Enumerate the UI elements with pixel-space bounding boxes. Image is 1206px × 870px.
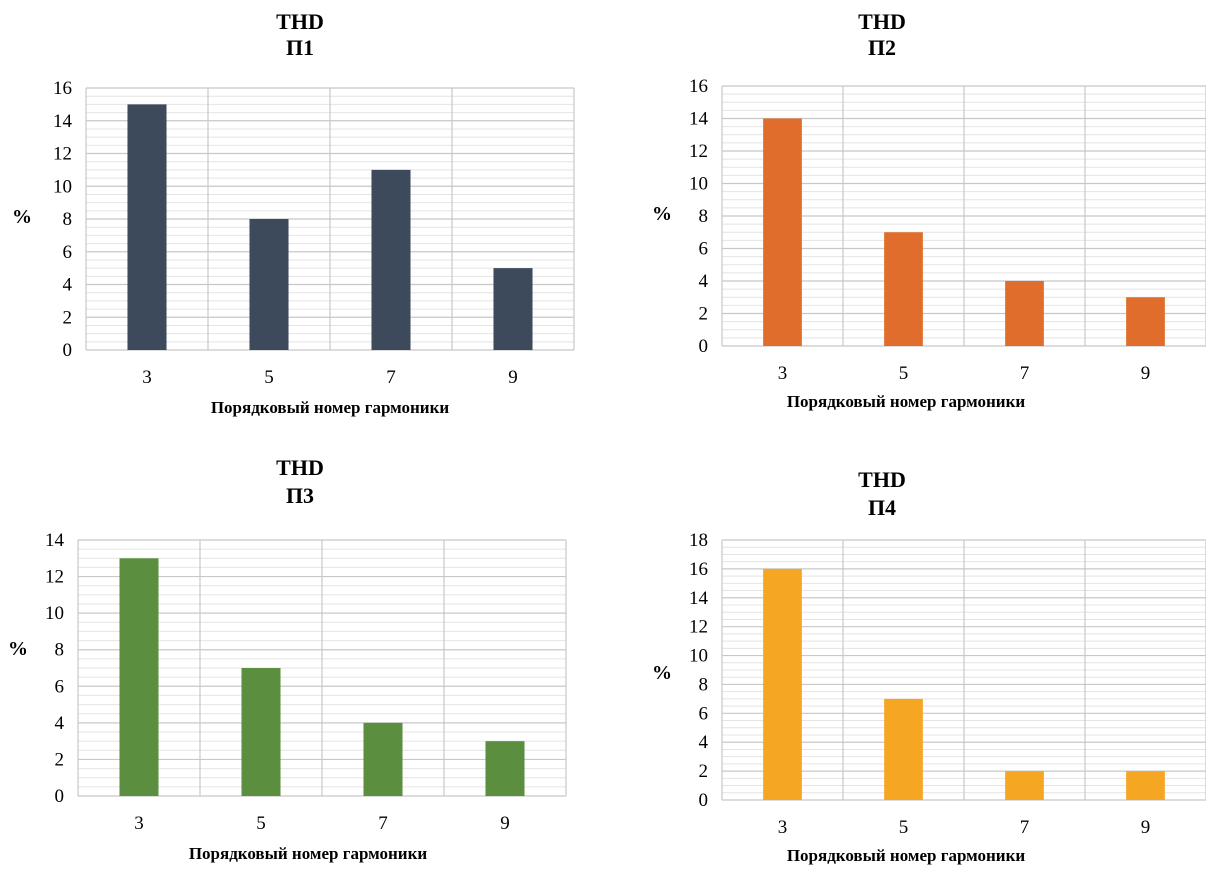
chart-panel-p4: THD П4 % 0 2 4 6 8 10 12 14 16 18 3 5 7 9 Порядковый … xyxy=(606,440,1206,870)
bar xyxy=(485,741,525,796)
y-tick-label: 14 xyxy=(689,588,709,609)
chart-subtitle: П4 xyxy=(867,495,897,520)
y-axis-label: % xyxy=(12,206,32,228)
y-tick-label: 12 xyxy=(689,617,708,638)
bar xyxy=(884,232,923,346)
x-tick-label: 3 xyxy=(142,367,152,388)
bar xyxy=(763,568,802,800)
bar xyxy=(371,169,411,350)
y-tick-label: 2 xyxy=(699,761,709,782)
bar xyxy=(1126,297,1165,346)
x-tick-label: 7 xyxy=(1020,817,1030,838)
y-tick-label: 6 xyxy=(699,239,709,260)
bar xyxy=(127,104,167,350)
y-tick-label: 6 xyxy=(55,676,65,697)
bar xyxy=(763,118,802,346)
y-tick-label: 2 xyxy=(63,307,73,328)
chart-panel-p2: THD П2 % 0 2 4 6 8 10 12 14 16 3 5 7 9 Порядковый но… xyxy=(606,0,1206,430)
x-tick-label: 5 xyxy=(899,363,909,384)
y-tick-label: 4 xyxy=(55,713,65,734)
chart-svg: 0 2 4 6 8 10 12 14 16 18 3 5 7 9 xyxy=(689,530,1206,838)
x-tick-label: 5 xyxy=(256,813,266,834)
chart-svg: 0 2 4 6 8 10 12 14 16 3 5 7 9 xyxy=(689,76,1206,384)
y-tick-label: 12 xyxy=(53,144,72,165)
y-tick-label: 16 xyxy=(689,76,708,97)
y-tick-label: 14 xyxy=(689,109,709,130)
x-tick-label: 9 xyxy=(1141,817,1151,838)
chart-svg: 0 2 4 6 8 10 12 14 16 3 5 7 9 xyxy=(53,78,575,388)
x-tick-label: 3 xyxy=(778,817,788,838)
x-tick-label: 5 xyxy=(264,367,274,388)
chart-svg: 0 2 4 6 8 10 12 14 3 5 7 9 xyxy=(45,530,567,834)
y-tick-label: 4 xyxy=(699,732,709,753)
bar xyxy=(493,268,533,350)
x-tick-label: 7 xyxy=(386,367,396,388)
y-tick-label: 10 xyxy=(45,603,64,624)
chart-title: THD xyxy=(276,9,324,34)
x-tick-label: 9 xyxy=(1141,363,1151,384)
bar xyxy=(241,668,281,796)
chart-subtitle: П3 xyxy=(285,483,315,508)
x-axis-label: Порядковый номер гармоники xyxy=(188,844,428,863)
bar xyxy=(1005,771,1044,800)
y-tick-label: 0 xyxy=(699,790,709,811)
y-axis-label: % xyxy=(652,203,672,225)
y-tick-label: 12 xyxy=(45,567,64,588)
chart-subtitle: П2 xyxy=(867,35,897,60)
y-tick-label: 12 xyxy=(689,141,708,162)
y-tick-label: 0 xyxy=(63,340,73,361)
y-tick-label: 8 xyxy=(699,206,709,227)
y-tick-label: 14 xyxy=(53,111,73,132)
y-tick-label: 10 xyxy=(53,176,72,197)
y-tick-label: 6 xyxy=(699,703,709,724)
chart-subtitle: П1 xyxy=(285,35,315,60)
bar xyxy=(119,558,159,796)
x-tick-label: 3 xyxy=(134,813,144,834)
y-tick-label: 16 xyxy=(689,559,708,580)
y-tick-label: 10 xyxy=(689,646,708,667)
y-tick-label: 6 xyxy=(63,242,73,263)
x-tick-label: 5 xyxy=(899,817,909,838)
y-tick-label: 2 xyxy=(55,749,65,770)
y-tick-label: 8 xyxy=(699,674,709,695)
chart-title: THD xyxy=(858,467,906,492)
y-axis-label: % xyxy=(652,662,672,684)
y-tick-label: 4 xyxy=(699,271,709,292)
x-tick-label: 9 xyxy=(508,367,518,388)
x-axis-label: Порядковый номер гармоники xyxy=(786,392,1026,411)
bar xyxy=(884,698,923,800)
chart-panel-p1: THD П1 % 0 2 4 6 8 10 12 14 16 3 5 7 9 Порядковый но… xyxy=(0,0,600,430)
x-tick-label: 7 xyxy=(378,813,388,834)
bar xyxy=(363,722,403,796)
y-axis-label: % xyxy=(8,638,28,660)
y-tick-label: 16 xyxy=(53,78,72,99)
bar xyxy=(249,219,289,350)
x-tick-label: 3 xyxy=(778,363,788,384)
chart-title: THD xyxy=(858,9,906,34)
bar xyxy=(1126,771,1165,800)
x-axis-label: Порядковый номер гармоники xyxy=(210,398,450,417)
y-tick-label: 18 xyxy=(689,530,708,551)
y-tick-label: 14 xyxy=(45,530,65,551)
x-tick-label: 9 xyxy=(500,813,510,834)
y-tick-label: 4 xyxy=(63,275,73,296)
y-tick-label: 10 xyxy=(689,174,708,195)
y-tick-label: 2 xyxy=(699,304,709,325)
chart-title: THD xyxy=(276,455,324,480)
y-tick-label: 8 xyxy=(55,640,65,661)
y-tick-label: 0 xyxy=(699,336,709,357)
y-tick-label: 0 xyxy=(55,786,65,807)
x-tick-label: 7 xyxy=(1020,363,1030,384)
chart-panel-p3: THD П3 % 0 2 4 6 8 10 12 14 3 5 7 9 Порядковый номе… xyxy=(0,440,600,870)
x-axis-label: Порядковый номер гармоники xyxy=(786,846,1026,865)
y-tick-label: 8 xyxy=(63,209,73,230)
bar xyxy=(1005,281,1044,346)
